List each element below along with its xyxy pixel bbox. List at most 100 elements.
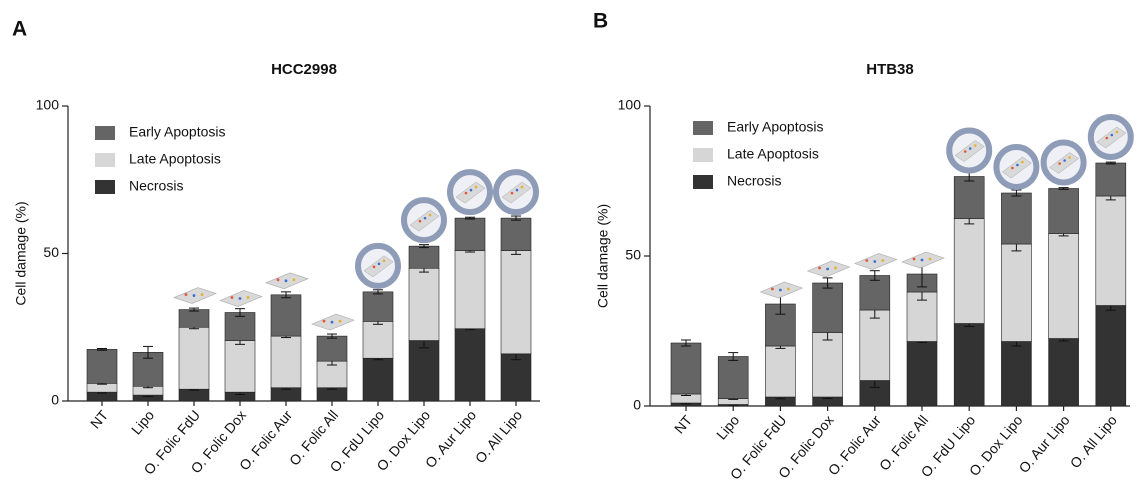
nanosheet-icon [220,291,262,307]
sheet-dot [470,189,473,192]
y-tick-label: 50 [43,244,59,260]
legend-label: Necrosis [727,173,781,189]
nanosheet-icon [760,282,802,298]
legend-swatch [95,126,115,140]
sheet-dot [339,320,342,323]
bar-segment [954,177,984,219]
sheet-dot [516,189,519,192]
bar-segment [87,349,117,383]
bar-segment [179,389,209,401]
sheet-dot [247,296,250,299]
bar-segment [671,343,701,394]
sheet-dot [1116,131,1119,134]
liposome-icon [1091,117,1131,157]
sheet-dot [323,320,326,323]
sheet-dot [1011,167,1014,170]
sheet-dot [521,186,524,189]
legend-label: Early Apoptosis [727,119,824,135]
sheet-dot [424,217,427,220]
legend-swatch [693,121,713,135]
bar-segment [225,341,255,393]
bar-segment [179,310,209,328]
sheet-dot [826,268,829,271]
bar-segment [954,219,984,324]
bar-segment [1096,306,1126,407]
panel-label: A [12,18,27,41]
x-tick-label: NT [87,407,112,432]
bar-segment [271,388,301,401]
sheet-dot [277,278,280,281]
sheet-dot [1111,134,1114,137]
sheet-dot [913,258,916,261]
liposome-icon [450,172,490,212]
bar-segment [813,283,843,333]
sheet-dot [921,259,924,262]
bar-segment [409,341,439,401]
y-tick-label: 100 [618,97,642,113]
liposome-icon [496,172,536,212]
bar-segment [179,327,209,389]
bar-segment [765,346,795,397]
panel-label: B [593,10,608,33]
sheet-dot [239,297,242,300]
bar-segment [1096,196,1126,306]
legend-swatch [95,153,115,167]
bar-segment [271,336,301,388]
bar-segment [501,218,531,250]
sheet-dot [1058,162,1061,165]
bar-segment [271,295,301,336]
nanosheet-icon [902,252,944,268]
sheet-dot [193,294,196,297]
bar-segment [1001,342,1031,407]
x-tick-label: Lipo [713,412,742,443]
nanosheet-icon [855,254,897,270]
sheet-dot [331,321,334,324]
legend-swatch [95,180,115,194]
bar-segment [1001,244,1031,342]
bar-segment [1001,193,1031,244]
bar-segment [907,342,937,407]
sheet-dot [511,192,514,195]
sheet-dot [873,260,876,263]
y-tick-label: 0 [51,392,59,408]
sheet-dot [771,288,774,291]
bar-segment [1096,163,1126,196]
chart-title: HCC2998 [271,61,337,78]
sheet-dot [419,220,422,223]
bar-segment [501,251,531,354]
bar-segment [455,329,485,401]
bar-segment [455,218,485,250]
bar-segment [409,268,439,340]
bar-segment [455,251,485,329]
sheet-dot [378,263,381,266]
x-tick-label: O. All Lipo [1067,412,1120,471]
sheet-dot [779,289,782,292]
x-tick-label: O. All Lipo [472,407,525,466]
legend-swatch [693,175,713,189]
bar-segment [363,358,393,401]
sheet-dot [185,293,188,296]
liposome-icon [404,200,444,240]
liposome-icon [996,147,1036,187]
sheet-dot [231,296,234,299]
sheet-dot [974,144,977,147]
sheet-dot [465,192,468,195]
sheet-dot [881,259,884,262]
sheet-dot [285,279,288,282]
legend-label: Necrosis [129,178,183,194]
sheet-dot [373,266,376,269]
sheet-dot [429,214,432,217]
liposome-icon [949,131,989,171]
sheet-dot [818,267,821,270]
sheet-dot [964,150,967,153]
y-axis-label: Cell damage (%) [595,204,611,308]
nanosheet-icon [174,288,216,304]
bar-segment [363,292,393,322]
y-axis-label: Cell damage (%) [13,201,29,305]
bar-segment [954,324,984,407]
x-tick-label: Lipo [128,407,157,438]
sheet-dot [201,293,204,296]
sheet-dot [383,260,386,263]
bar-segment [1049,189,1079,234]
legend-swatch [693,148,713,162]
